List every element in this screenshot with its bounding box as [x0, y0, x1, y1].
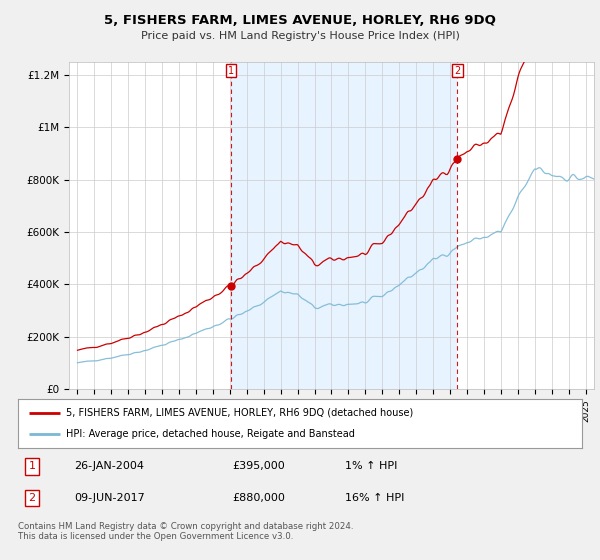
Text: HPI: Average price, detached house, Reigate and Banstead: HPI: Average price, detached house, Reig… [66, 429, 355, 439]
Text: 5, FISHERS FARM, LIMES AVENUE, HORLEY, RH6 9DQ: 5, FISHERS FARM, LIMES AVENUE, HORLEY, R… [104, 14, 496, 27]
Bar [231, 62, 457, 389]
Text: £880,000: £880,000 [232, 493, 285, 503]
Text: 26-JAN-2004: 26-JAN-2004 [74, 461, 145, 472]
Text: 16% ↑ HPI: 16% ↑ HPI [345, 493, 404, 503]
Text: Price paid vs. HM Land Registry's House Price Index (HPI): Price paid vs. HM Land Registry's House … [140, 31, 460, 41]
Text: 09-JUN-2017: 09-JUN-2017 [74, 493, 145, 503]
Text: 5, FISHERS FARM, LIMES AVENUE, HORLEY, RH6 9DQ (detached house): 5, FISHERS FARM, LIMES AVENUE, HORLEY, R… [66, 408, 413, 418]
Text: 2: 2 [454, 66, 461, 76]
Text: 2: 2 [29, 493, 35, 503]
Text: 1% ↑ HPI: 1% ↑ HPI [345, 461, 397, 472]
Text: Contains HM Land Registry data © Crown copyright and database right 2024.
This d: Contains HM Land Registry data © Crown c… [18, 522, 353, 542]
Text: 1: 1 [29, 461, 35, 472]
Text: 1: 1 [228, 66, 234, 76]
Text: £395,000: £395,000 [232, 461, 285, 472]
